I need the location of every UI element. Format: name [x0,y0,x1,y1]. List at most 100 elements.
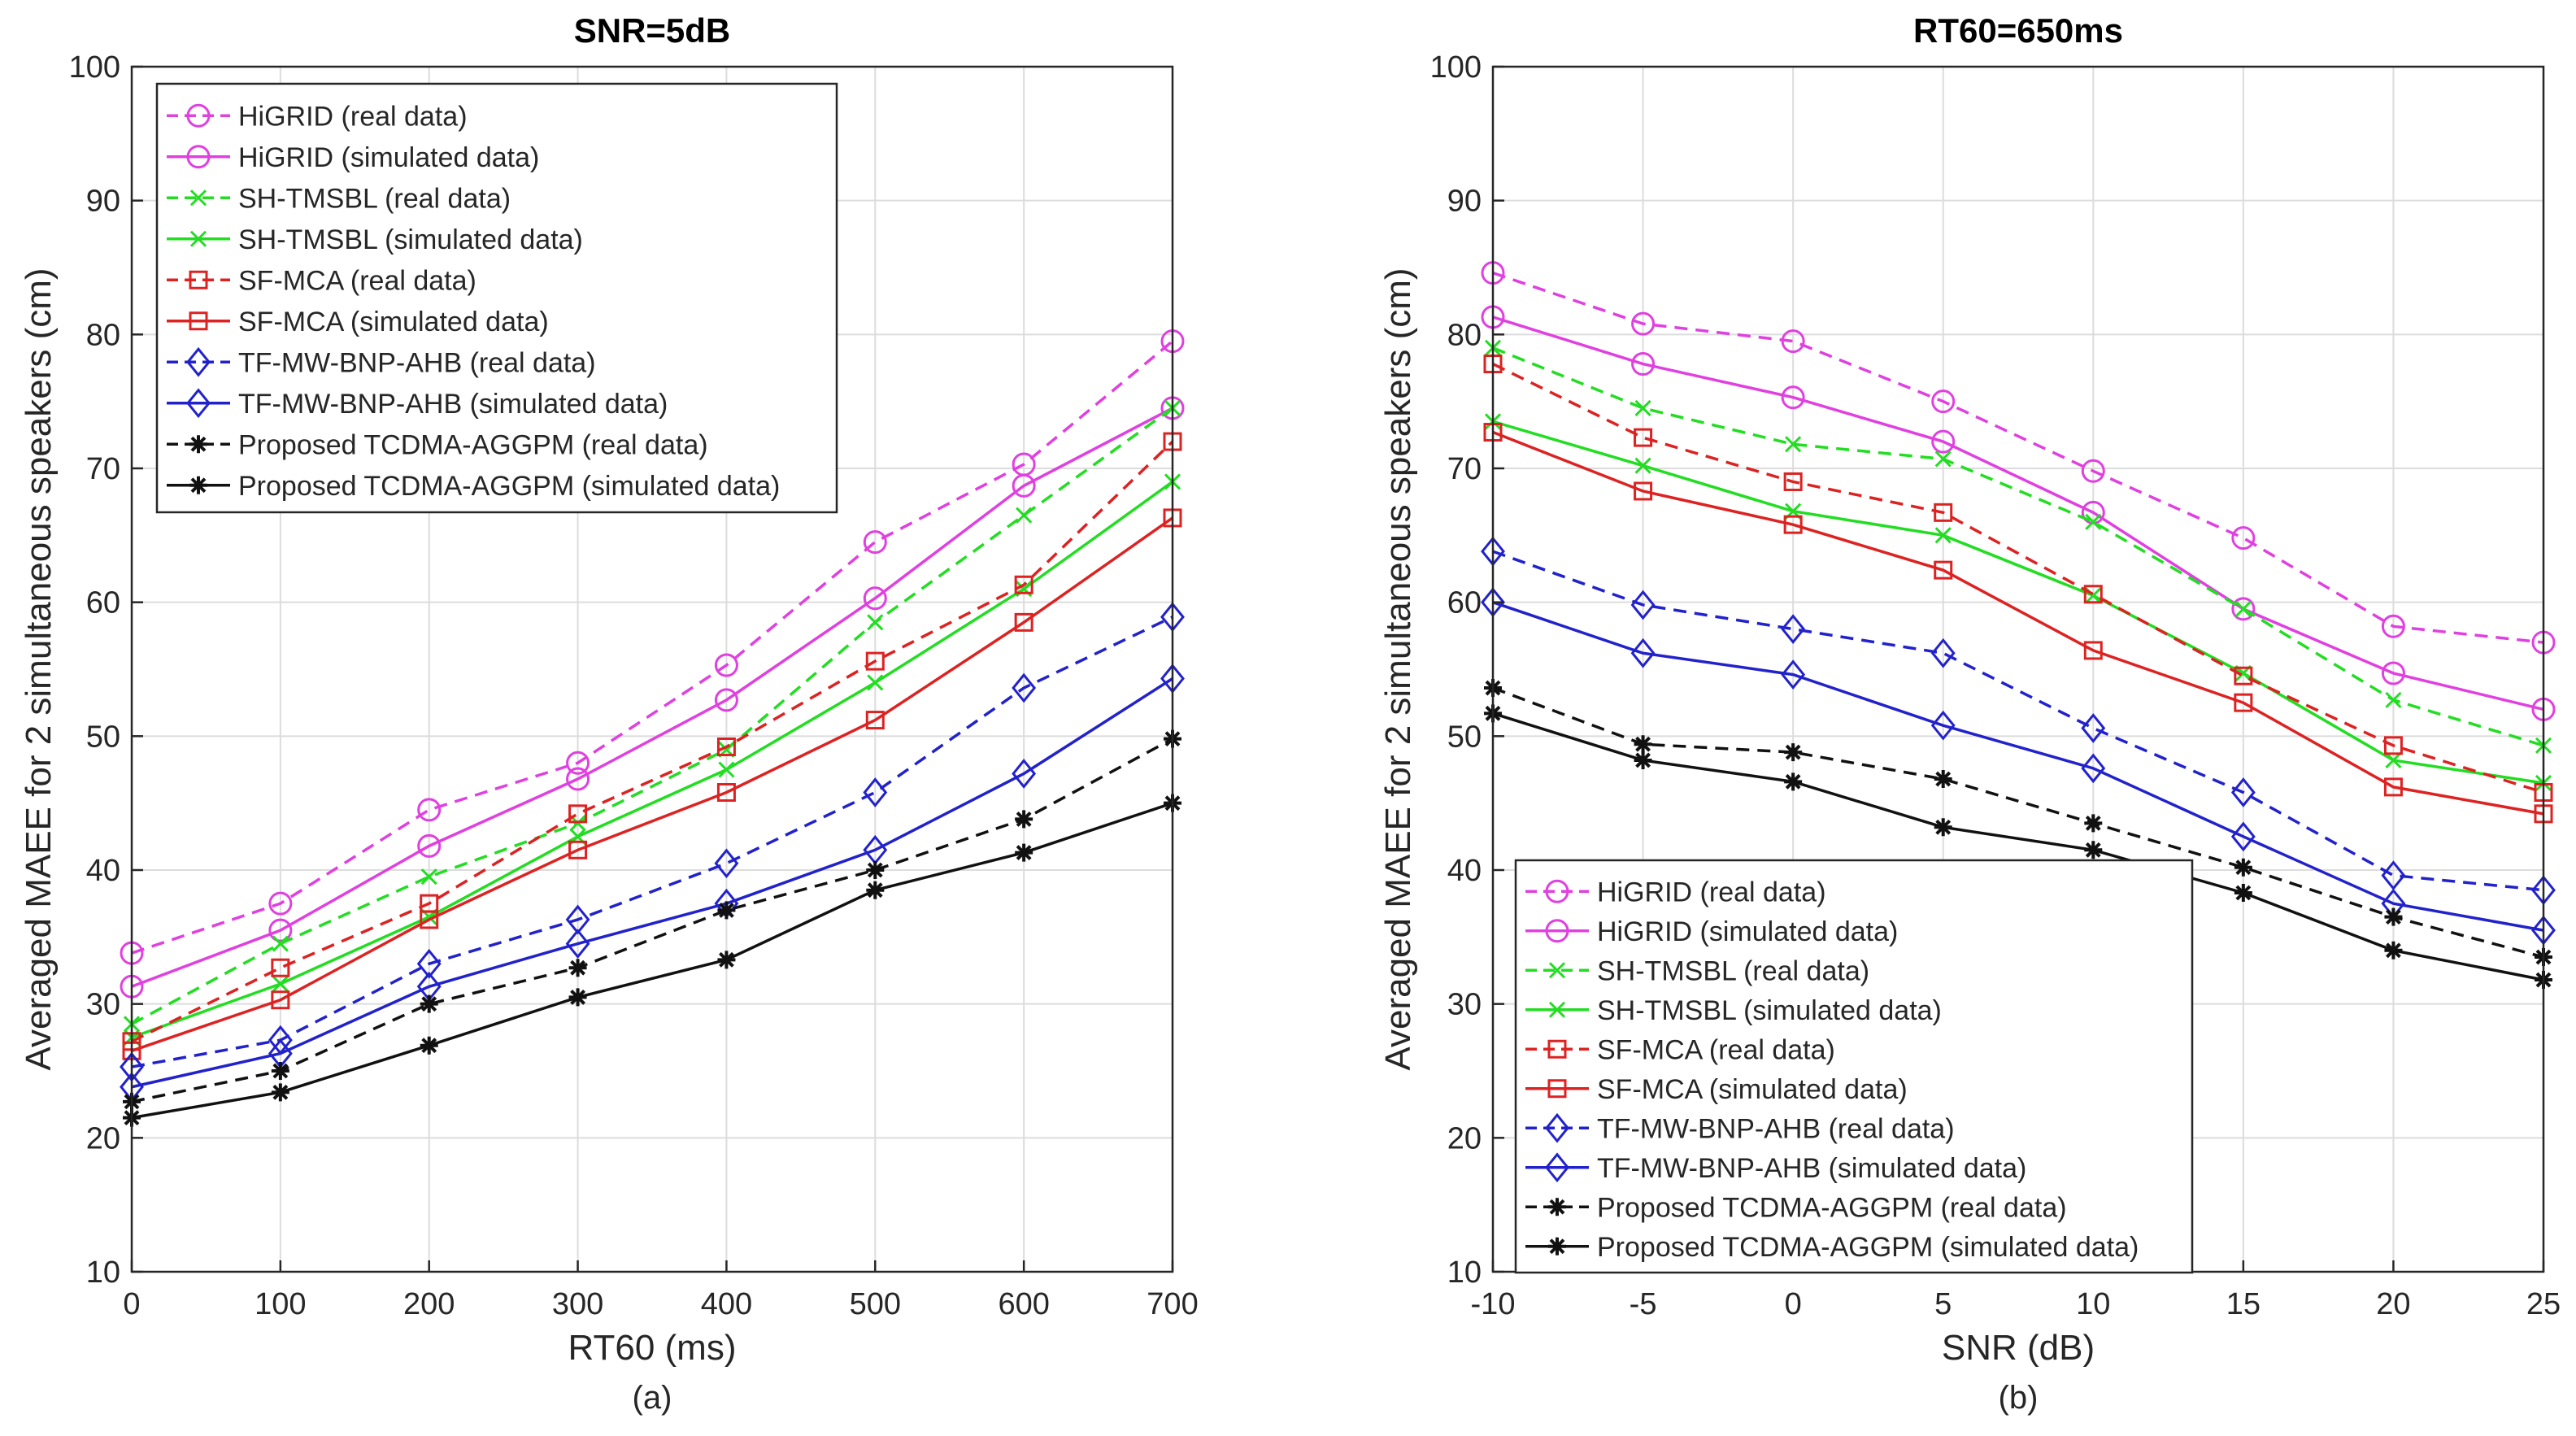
data-point [271,1062,289,1080]
data-point [1784,743,1803,762]
data-point [2234,666,2253,685]
legend-label: SF-MCA (simulated data) [1597,1074,1908,1105]
x-tick-label: 600 [998,1287,1049,1321]
data-point [268,918,293,942]
data-point [416,948,442,979]
legend-label: TF-MW-BNP-AHB (simulated data) [238,389,668,420]
legend-label: HiGRID (real data) [238,101,468,132]
legend-marker [186,346,211,377]
series-line [1492,686,2544,959]
data-point [714,653,738,677]
data-point [268,891,293,916]
y-tick-label: 20 [86,1121,120,1155]
legend-item: HiGRID (simulated data) [1525,916,1898,947]
legend-item: HiGRID (simulated data) [167,142,539,173]
series-a-2 [123,399,1181,1033]
y-tick-label: 50 [86,720,120,754]
data-point [867,614,884,631]
data-point [420,1036,438,1055]
series-b-5 [1483,423,2553,824]
legend-a: HiGRID (real data) HiGRID (simulated data… [155,82,838,514]
ticks-a: 10 20 30 40 50 60 70 80 90 100 0 100 200 300 400 500 600… [69,50,1199,1321]
data-point [566,751,590,775]
legend-item: Proposed TCDMA-AGGPM (simulated data) [167,471,780,502]
y-axis-label-b: Averaged MAEE for 2 simultaneous speaker… [1378,268,1418,1070]
series-b-7 [1481,587,2556,946]
y-tick-label: 90 [86,185,120,219]
x-tick-label: 5 [1934,1287,1952,1321]
data-point [417,798,442,822]
legend-item: SF-MCA (real data) [1525,1034,1835,1065]
data-point [1014,612,1033,632]
legend-item: SH-TMSBL (real data) [1525,955,1869,986]
y-tick-label: 80 [86,318,120,352]
y-axis-label-a: Averaged MAEE for 2 simultaneous speaker… [19,268,59,1070]
data-point [2234,858,2252,877]
series-line [131,616,1173,1068]
data-point [2084,814,2103,833]
data-point [272,935,289,952]
chart-title-a: SNR=5dB [574,11,731,50]
legend-label: TF-MW-BNP-AHB (simulated data) [1597,1153,2026,1184]
y-tick-label: 100 [1430,50,1482,85]
legend-marker [189,189,207,207]
legend-item: SH-TMSBL (real data) [167,183,511,214]
legend-label: TF-MW-BNP-AHB (real data) [1597,1113,1955,1144]
legend-label: SH-TMSBL (real data) [238,183,511,214]
legend-item: Proposed TCDMA-AGGPM (real data) [167,429,708,460]
data-point [2231,526,2256,550]
data-point [2383,736,2403,755]
data-point [863,777,888,807]
y-tick-label: 40 [1447,854,1482,888]
plot-frame-a [130,65,1174,1273]
legend-label: SH-TMSBL (simulated data) [238,224,583,255]
x-tick-label: 300 [552,1287,603,1321]
y-tick-label: 70 [1447,452,1482,486]
data-point [1934,527,1952,544]
data-point [271,990,290,1010]
legend-item: SF-MCA (real data) [167,265,476,296]
legend-label: Proposed TCDMA-AGGPM (simulated data) [1597,1232,2139,1263]
legend-label: Proposed TCDMA-AGGPM (real data) [238,429,708,460]
data-point [1781,614,1806,644]
x-tick-label: 0 [1785,1287,1802,1321]
data-point [1012,473,1036,498]
legend-marker [1548,1001,1566,1018]
x-tick-label: 400 [701,1287,752,1321]
data-point [863,586,887,611]
data-point [2384,907,2403,926]
legend-label: TF-MW-BNP-AHB (real data) [238,347,596,378]
data-point [1634,751,1652,769]
data-point [2234,693,2253,712]
legend-label: SF-MCA (real data) [1597,1034,1835,1065]
data-point [2385,691,2402,708]
data-point [1930,710,1956,741]
legend-item: SF-MCA (simulated data) [167,307,549,337]
data-point [2384,941,2403,960]
data-point [863,530,887,555]
series-line [1492,550,2544,892]
data-point [865,711,885,730]
legend-marker [189,435,207,454]
series-line [1492,430,2544,816]
data-point [714,848,739,879]
data-point [2385,751,2402,769]
legend-marker [1545,879,1569,903]
data-point [1934,503,1953,522]
data-point [867,674,884,691]
data-point [1634,399,1651,416]
legend-marker [1545,919,1569,943]
data-point [714,688,738,712]
y-tick-label: 60 [86,586,120,620]
series-line [131,677,1173,1089]
data-point [568,840,588,859]
data-point [1630,637,1656,668]
legend-marker [189,311,208,331]
series-b-3 [1484,413,2552,792]
series-line [131,738,1173,1103]
series-line [131,407,1174,1025]
legend-label: HiGRID (simulated data) [1597,916,1898,947]
legend-item: TF-MW-BNP-AHB (simulated data) [167,388,668,420]
data-point [2234,600,2252,617]
